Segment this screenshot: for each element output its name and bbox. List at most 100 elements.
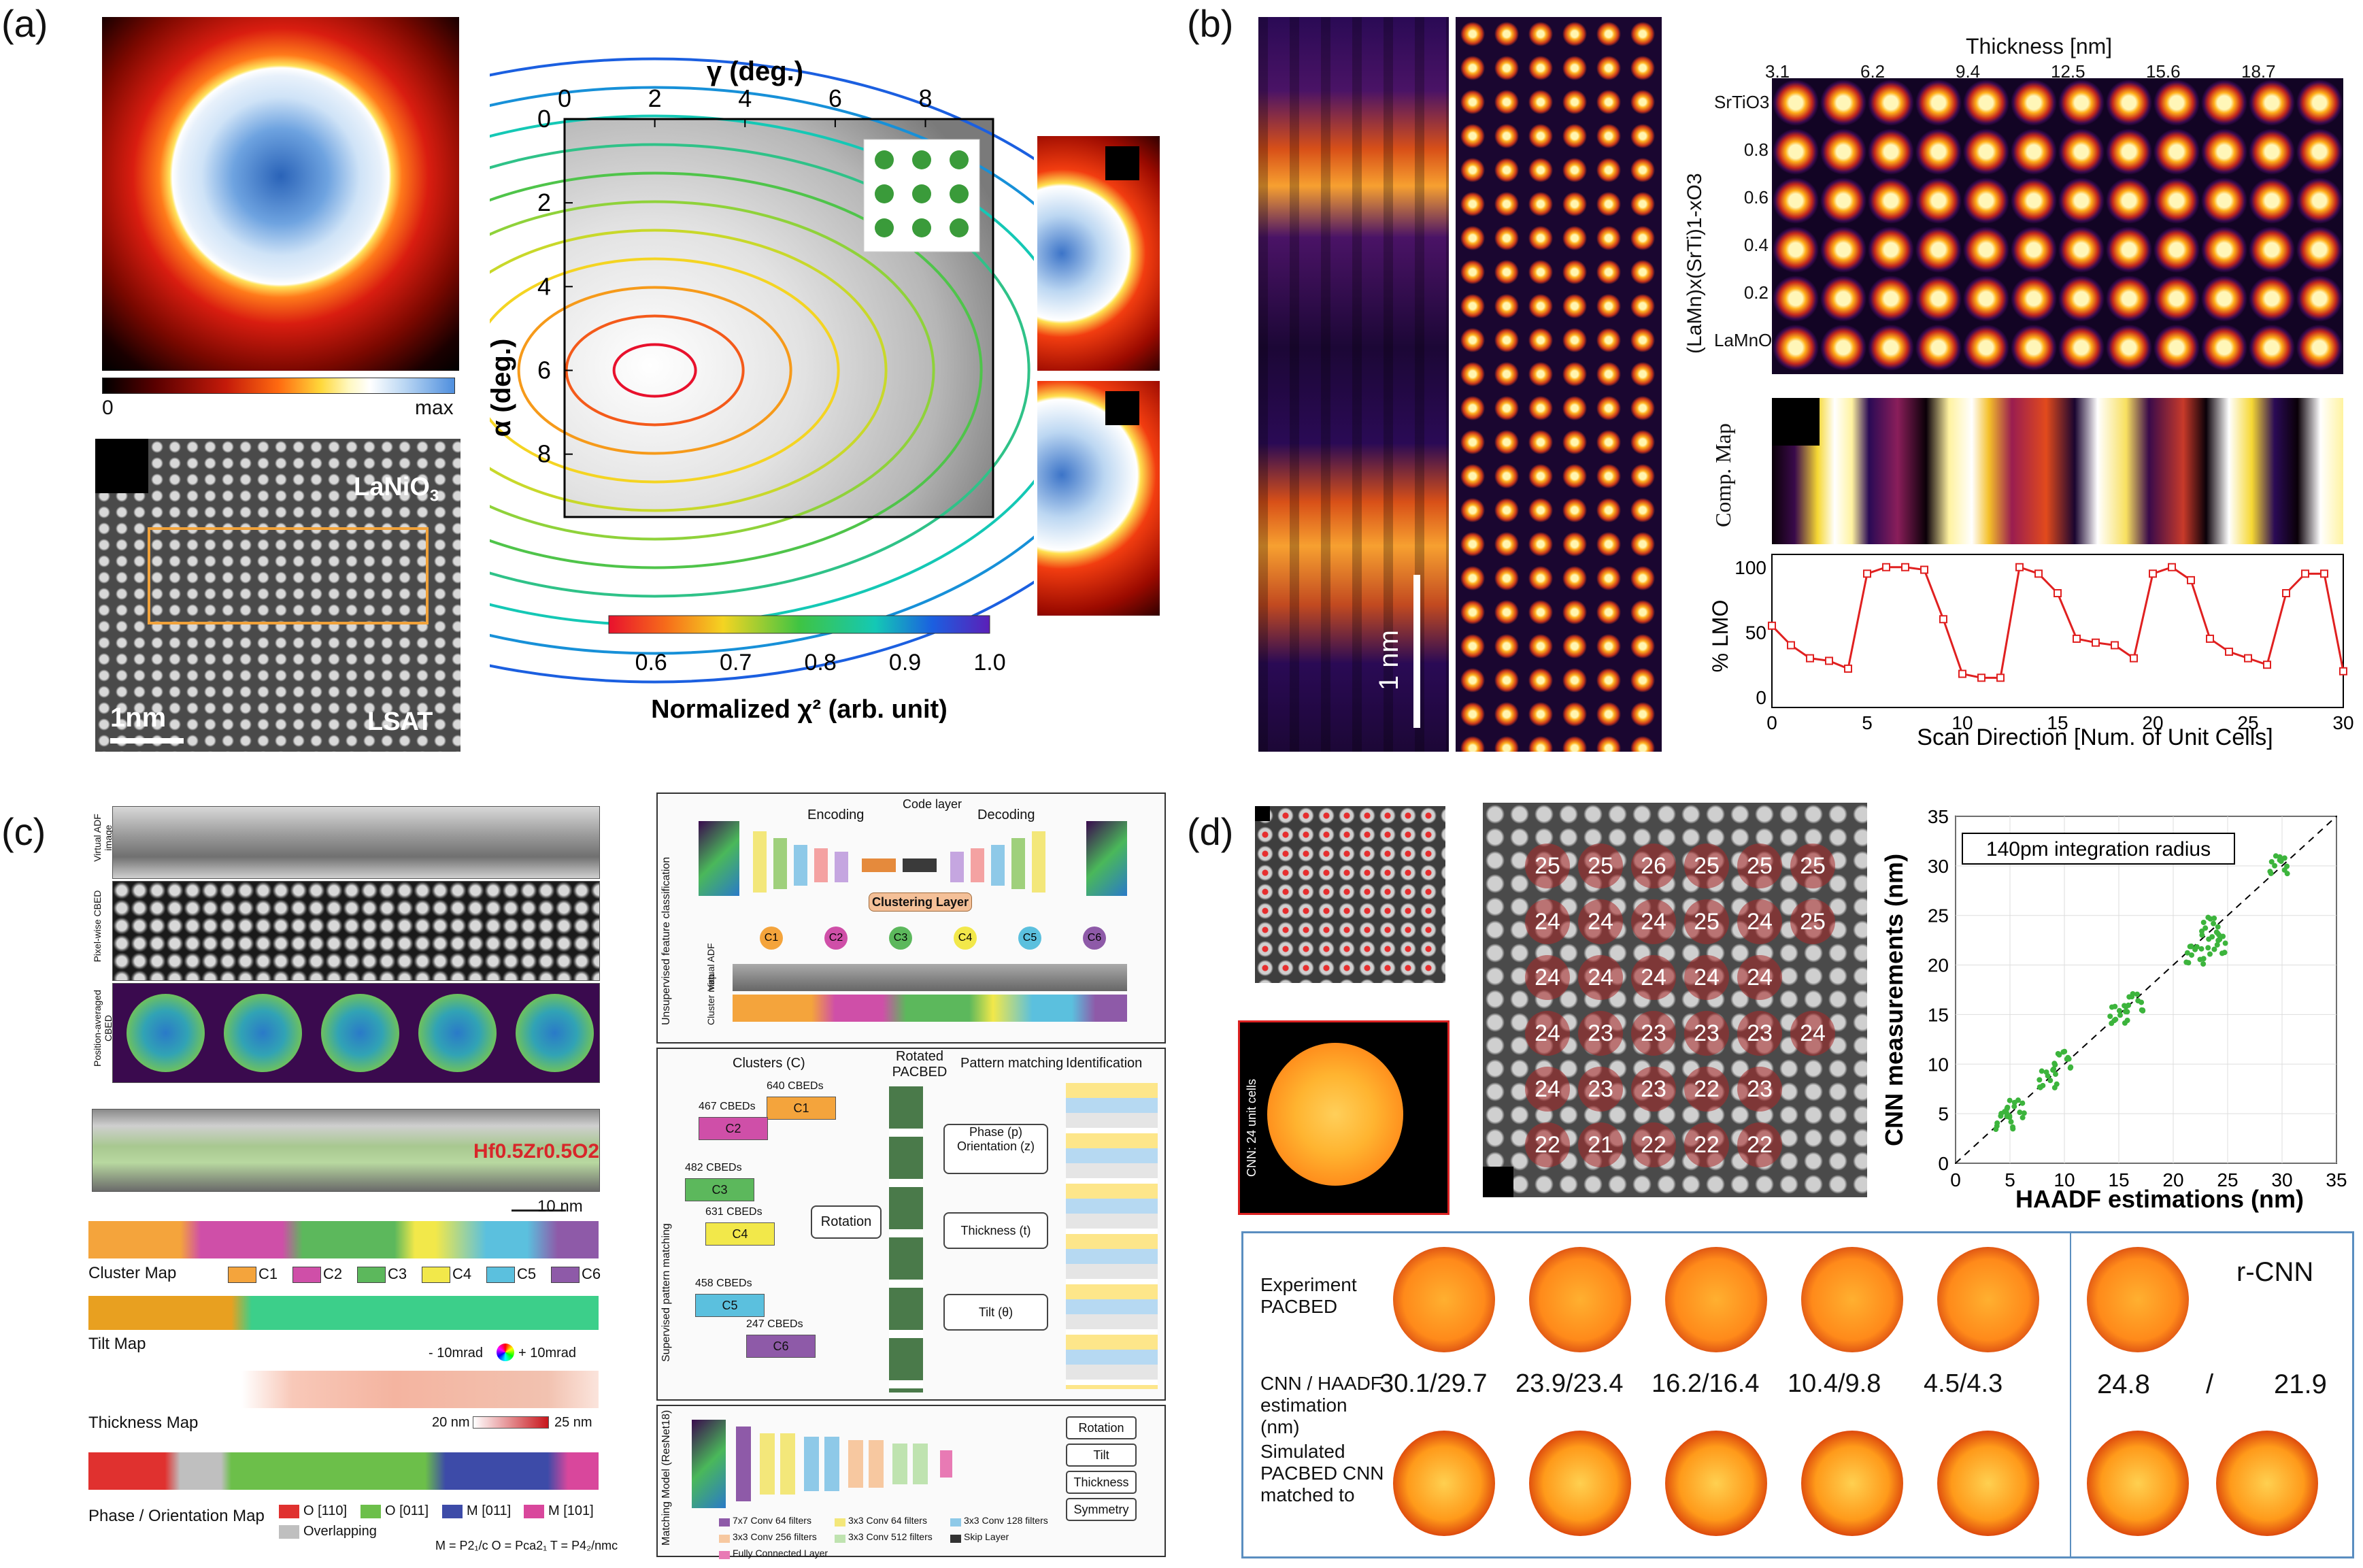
- lmo-point: [1768, 621, 1776, 630]
- cluster-node: C3: [889, 927, 912, 950]
- scatter-point: [2020, 1100, 2026, 1106]
- experiment-pacbed-image: [1665, 1247, 1767, 1352]
- phase-legend-swatch: [524, 1505, 544, 1518]
- phase-map-title: Phase / Orientation Map: [88, 1507, 265, 1525]
- scatter-x-tick: 0: [1950, 1169, 1961, 1190]
- thickness-grid-number: 24: [1631, 955, 1676, 1000]
- cluster-legend-label: C2: [323, 1265, 343, 1282]
- scatter-point: [2189, 952, 2195, 958]
- contour-line: [490, 57, 1034, 684]
- cluster-legend-swatch: [551, 1267, 580, 1283]
- cluster-count-label: 247 CBEDs: [746, 1318, 803, 1330]
- thickness-grid-number: 24: [1737, 955, 1782, 1000]
- scatter-point: [2109, 1020, 2115, 1027]
- rcnn-value-sep: /: [2206, 1369, 2214, 1399]
- lmo-point: [1920, 565, 1928, 574]
- cnn-side-label: CNN: 24 unit cells: [1245, 1078, 1258, 1177]
- lmo-x-tick: 25: [2237, 712, 2258, 733]
- cluster-legend-label: C5: [517, 1265, 537, 1282]
- thickness-grid-number: 24: [1578, 899, 1623, 944]
- colorbar-tick-label: 0.8: [804, 650, 836, 675]
- haadf-corner-mask: [95, 439, 148, 493]
- model-legend-label: 3x3 Conv 64 filters: [848, 1515, 927, 1526]
- thickness-map: [88, 1371, 599, 1408]
- scatter-point: [2062, 1048, 2068, 1054]
- cluster-legend-swatch: [422, 1267, 450, 1283]
- cluster-map-title: Cluster Map: [88, 1264, 177, 1282]
- thickness-grid-number: 22: [1684, 1067, 1729, 1112]
- cluster-chip: C6: [746, 1335, 816, 1358]
- thickness-grid-number: 23: [1737, 1067, 1782, 1112]
- lmo-point: [2092, 638, 2100, 647]
- model-legend-swatch: [719, 1518, 730, 1527]
- step-thickness: Thickness (t): [943, 1212, 1048, 1249]
- unsupervised-box: Unsupervised feature classification Enco…: [656, 793, 1166, 1044]
- rcnn-label: r-CNN: [2236, 1257, 2314, 1287]
- matching-model-box: Matching Model (ResNet18) Rotation Tilt Th…: [656, 1405, 1166, 1559]
- thickness-title: Thickness [nm]: [1966, 34, 2113, 59]
- scatter-point: [2192, 946, 2198, 952]
- film-label: Hf0.5Zr0.5O2: [473, 1140, 600, 1163]
- cluster-chip: C4: [705, 1222, 775, 1246]
- model-legend-swatch: [719, 1551, 730, 1559]
- scatter-point: [2122, 1020, 2128, 1026]
- contour-line: [490, 200, 935, 541]
- d-pacbed-box: [1238, 1020, 1449, 1215]
- b-scalebar: [1413, 575, 1420, 728]
- scatter-point: [2140, 1007, 2146, 1014]
- scatter-x-tick: 20: [2162, 1169, 2183, 1190]
- cluster-legend-label: C6: [582, 1265, 601, 1282]
- pixel-cbed-strip: [112, 881, 600, 981]
- scatter-point: [2045, 1073, 2051, 1079]
- scatter-point: [2130, 991, 2136, 997]
- haadf-scalebar-label: 1nm: [110, 703, 167, 733]
- thickness-grid-number: 23: [1631, 1011, 1676, 1056]
- thickness-grid-number: 26: [1631, 844, 1676, 888]
- phase-legend-swatch: [361, 1505, 381, 1518]
- lmo-point: [2263, 661, 2271, 669]
- scatter-point: [2211, 946, 2217, 952]
- thickness-grid-number: 25: [1737, 844, 1782, 888]
- scatter-point: [2007, 1113, 2013, 1119]
- lmo-frame: [1771, 554, 2344, 708]
- strip-side-label: Pixel-wise CBED: [92, 890, 103, 963]
- model-output-box: Tilt: [1066, 1444, 1137, 1467]
- scatter-point: [2126, 1002, 2132, 1008]
- atom-icon: [912, 184, 931, 203]
- model-legend-swatch: [950, 1535, 961, 1543]
- colorbar-max-label: max: [415, 397, 454, 419]
- scatter-y-tick: 15: [1928, 1004, 1949, 1025]
- lmo-ylabel: % LMO: [1708, 600, 1732, 673]
- lmo-point: [2225, 648, 2233, 656]
- experiment-pacbed-image: [1937, 1247, 2039, 1352]
- rcnn-value-1: 24.8: [2097, 1369, 2150, 1399]
- lmo-point: [2149, 569, 2157, 578]
- scatter-y-tick: 20: [1928, 955, 1949, 976]
- colorbar-tick-label: 0.9: [889, 650, 921, 675]
- scatter-point: [2008, 1119, 2014, 1125]
- estimation-value: 30.1/29.7: [1379, 1369, 1488, 1398]
- scatter-point: [1994, 1120, 2000, 1126]
- lmo-y-tick: 100: [1734, 557, 1766, 578]
- rcnn-sim-image-2: [2216, 1431, 2318, 1536]
- scatter-point: [2222, 950, 2228, 956]
- lmo-point: [1939, 615, 1947, 624]
- haadf-image: LaNiO3 LSAT 1nm: [95, 439, 460, 752]
- scatter-y-tick: 5: [1938, 1103, 1949, 1124]
- thickness-grid-number: 24: [1525, 955, 1570, 1000]
- contour-line: [517, 286, 792, 455]
- model-legend-swatch: [835, 1535, 845, 1543]
- simulated-map: [1456, 17, 1662, 752]
- comparison-table: Experiment PACBED CNN / HAADF estimation…: [1241, 1231, 2354, 1558]
- scatter-x-tick: 35: [2326, 1169, 2347, 1190]
- panel-b-label: (b): [1187, 2, 1234, 45]
- lmo-point: [2301, 569, 2309, 578]
- lmo-point: [2282, 589, 2290, 597]
- scatter-point: [2217, 936, 2223, 942]
- rotation-box: Rotation: [811, 1205, 882, 1239]
- tilt-map-title: Tilt Map: [88, 1335, 146, 1353]
- scatter-point: [2116, 1007, 2122, 1014]
- atom-icon: [912, 150, 931, 169]
- scatter-point: [2211, 920, 2217, 927]
- scatter-point: [2117, 1012, 2123, 1018]
